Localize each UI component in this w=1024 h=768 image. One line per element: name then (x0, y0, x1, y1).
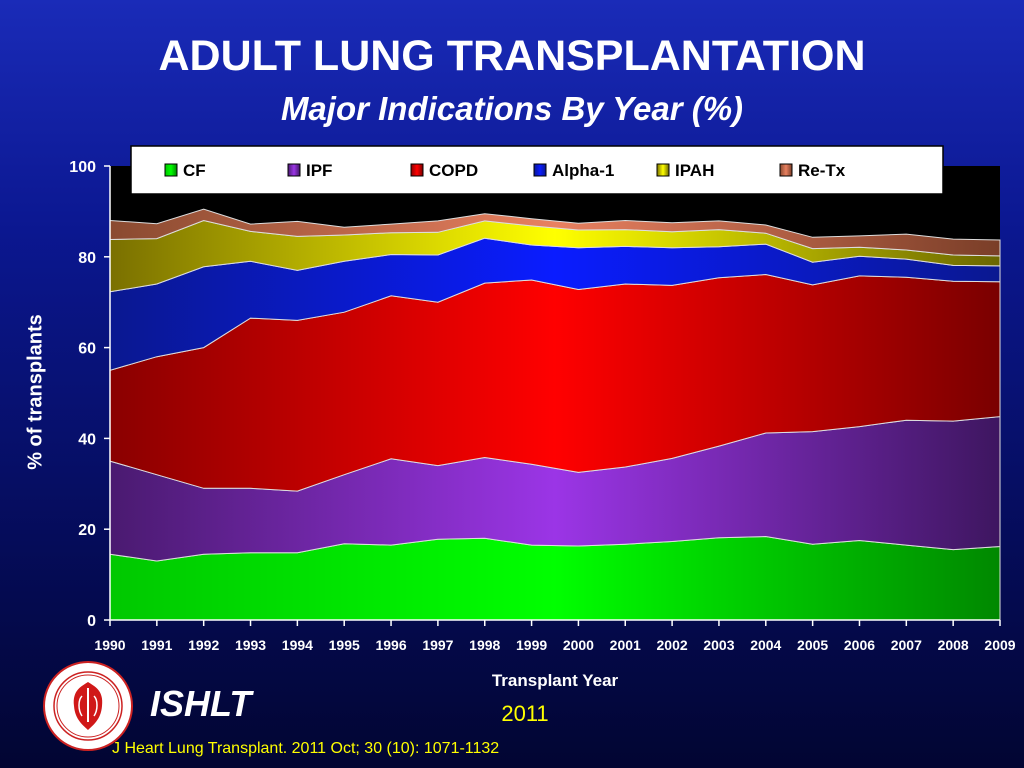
legend-label-cf: CF (183, 161, 206, 180)
ishlt-seal-logo (43, 661, 133, 751)
y-tick-label: 40 (78, 431, 96, 448)
y-tick-label: 80 (78, 250, 96, 267)
legend-swatch-ipf (287, 163, 301, 177)
y-tick-label: 0 (87, 613, 96, 630)
legend-swatch-alpha-1 (533, 163, 547, 177)
legend-swatch-re-tx (779, 163, 793, 177)
x-tick-label: 2007 (891, 637, 922, 653)
slide-subtitle: Major Indications By Year (%) (280, 90, 744, 127)
x-tick-label: 2006 (844, 637, 875, 653)
legend-swatch-copd (410, 163, 424, 177)
x-tick-label: 1998 (469, 637, 500, 653)
x-tick-label: 1994 (282, 637, 313, 653)
x-tick-label: 2003 (703, 637, 734, 653)
legend-label-re-tx: Re-Tx (798, 161, 846, 180)
legend-label-copd: COPD (429, 161, 478, 180)
x-tick-label: 1997 (422, 637, 453, 653)
slide-title: ADULT LUNG TRANSPLANTATION (158, 32, 866, 80)
x-tick-label: 2001 (610, 637, 641, 653)
x-tick-label: 2004 (750, 637, 781, 653)
x-tick-label: 1991 (141, 637, 172, 653)
legend-label-ipf: IPF (306, 161, 332, 180)
legend-swatch-cf (164, 163, 178, 177)
x-tick-label: 2002 (657, 637, 688, 653)
x-tick-label: 1996 (375, 637, 406, 653)
legend-label-alpha-1: Alpha-1 (552, 161, 614, 180)
x-tick-label: 1999 (516, 637, 547, 653)
y-tick-label: 60 (78, 341, 96, 358)
y-axis-label: % of transplants (24, 314, 47, 470)
x-tick-label: 2008 (938, 637, 969, 653)
org-name: ISHLT (150, 683, 252, 724)
x-tick-label: 1990 (94, 637, 125, 653)
y-tick-label: 100 (69, 159, 96, 176)
legend-swatch-ipah (656, 163, 670, 177)
report-year: 2011 (501, 701, 549, 726)
area-series-re-tx (109, 208, 1001, 257)
citation: J Heart Lung Transplant. 2011 Oct; 30 (1… (112, 740, 500, 757)
y-tick-label: 20 (78, 522, 96, 539)
x-axis-label: Transplant Year (491, 671, 619, 690)
x-tick-label: 1995 (329, 637, 360, 653)
x-tick-label: 2009 (984, 637, 1015, 653)
x-tick-label: 1993 (235, 637, 266, 653)
x-tick-label: 2005 (797, 637, 828, 653)
legend-label-ipah: IPAH (675, 161, 714, 180)
x-tick-label: 2000 (563, 637, 594, 653)
x-tick-label: 1992 (188, 637, 219, 653)
